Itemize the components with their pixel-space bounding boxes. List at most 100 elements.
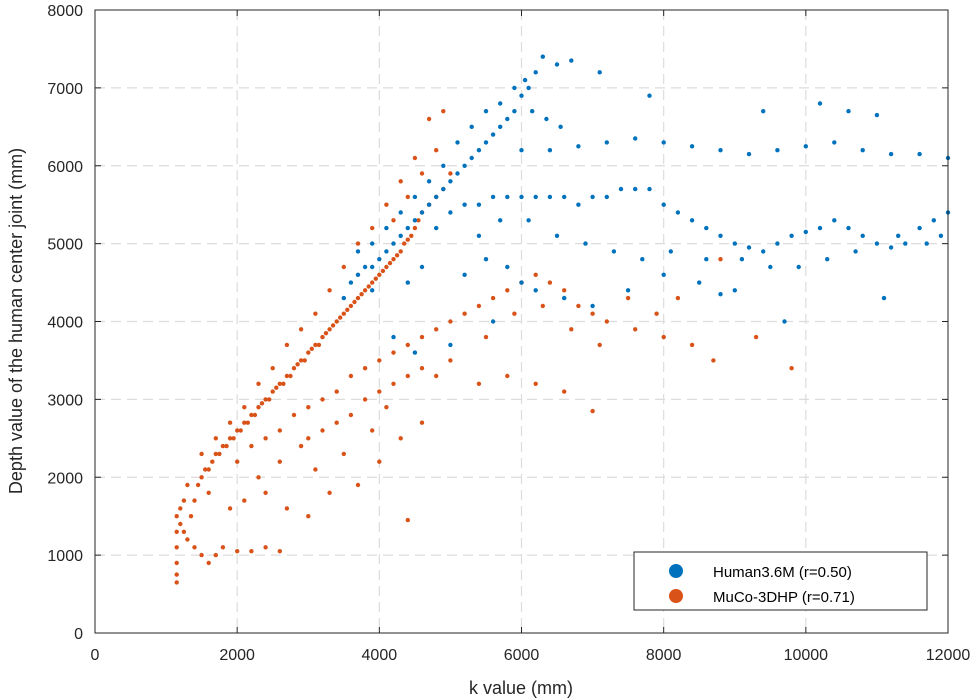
data-point bbox=[302, 358, 307, 363]
data-point bbox=[348, 280, 354, 285]
data-point bbox=[462, 202, 467, 207]
data-point bbox=[377, 389, 382, 394]
data-point bbox=[888, 245, 894, 250]
data-point bbox=[370, 428, 375, 433]
data-point bbox=[185, 482, 190, 488]
data-point bbox=[263, 436, 268, 441]
data-point bbox=[803, 144, 808, 149]
data-point bbox=[238, 428, 243, 433]
legend: Human3.6M (r=0.50) MuCo-3DHP (r=0.71) bbox=[633, 551, 928, 611]
data-point bbox=[426, 116, 432, 122]
data-point bbox=[227, 506, 233, 511]
data-point bbox=[334, 319, 339, 324]
data-point bbox=[242, 420, 247, 425]
legend-marker-muco3dhp bbox=[669, 589, 683, 603]
data-point bbox=[888, 151, 894, 157]
data-point bbox=[498, 101, 503, 106]
data-point bbox=[434, 225, 439, 231]
data-point bbox=[370, 241, 375, 246]
data-point bbox=[419, 366, 425, 371]
data-point bbox=[569, 327, 574, 332]
data-point bbox=[263, 545, 268, 550]
data-point bbox=[377, 459, 382, 464]
data-point bbox=[391, 218, 396, 223]
data-point bbox=[188, 514, 194, 519]
data-point bbox=[576, 303, 581, 309]
data-point bbox=[611, 249, 617, 254]
data-point bbox=[419, 334, 425, 340]
data-point bbox=[604, 140, 609, 145]
data-point bbox=[498, 124, 503, 129]
data-point bbox=[519, 148, 524, 153]
data-point bbox=[490, 132, 496, 137]
data-point bbox=[313, 467, 318, 472]
data-point bbox=[370, 225, 375, 231]
data-point bbox=[533, 272, 538, 277]
data-point bbox=[355, 482, 361, 488]
data-point bbox=[348, 303, 354, 309]
y-tick-label: 5000 bbox=[47, 237, 83, 254]
data-point bbox=[330, 323, 336, 328]
data-point bbox=[633, 327, 638, 332]
data-point bbox=[267, 397, 272, 402]
data-point bbox=[753, 334, 759, 340]
data-point bbox=[298, 358, 304, 363]
data-point bbox=[562, 389, 567, 394]
data-point bbox=[384, 264, 389, 270]
data-point bbox=[661, 140, 666, 145]
data-point bbox=[373, 276, 378, 281]
data-point bbox=[192, 545, 197, 550]
data-point bbox=[227, 420, 233, 425]
y-tick-label: 3000 bbox=[47, 392, 83, 409]
data-point bbox=[739, 257, 745, 262]
data-point bbox=[505, 288, 510, 293]
data-point bbox=[405, 237, 410, 242]
data-point bbox=[590, 194, 595, 200]
data-point bbox=[359, 292, 364, 297]
data-point bbox=[391, 381, 396, 386]
data-point bbox=[295, 362, 300, 367]
data-point bbox=[224, 443, 229, 449]
data-point bbox=[718, 148, 723, 153]
data-point bbox=[547, 280, 553, 285]
data-point bbox=[252, 412, 258, 418]
data-point bbox=[512, 311, 517, 316]
data-point bbox=[348, 412, 354, 418]
data-point bbox=[263, 490, 268, 495]
data-point bbox=[654, 311, 659, 316]
data-point bbox=[291, 412, 297, 418]
data-point bbox=[384, 405, 389, 410]
data-point bbox=[558, 124, 563, 129]
data-point bbox=[306, 405, 311, 410]
data-point bbox=[412, 225, 418, 231]
data-point bbox=[462, 311, 467, 316]
data-point bbox=[597, 70, 602, 75]
data-point bbox=[483, 109, 489, 114]
x-tick-label: 8000 bbox=[646, 647, 682, 664]
data-point bbox=[249, 412, 254, 418]
data-point bbox=[775, 148, 780, 153]
data-point bbox=[533, 70, 538, 75]
y-tick-label: 6000 bbox=[47, 159, 83, 176]
data-point bbox=[562, 295, 567, 301]
data-point bbox=[334, 389, 339, 394]
data-point bbox=[789, 366, 794, 371]
data-point bbox=[860, 148, 865, 153]
data-point bbox=[320, 428, 325, 433]
y-tick-label: 8000 bbox=[47, 3, 83, 20]
data-point bbox=[412, 218, 418, 223]
data-point bbox=[761, 249, 766, 254]
data-point bbox=[377, 358, 382, 363]
data-point bbox=[412, 194, 418, 200]
data-point bbox=[199, 451, 204, 457]
data-point bbox=[306, 350, 311, 355]
legend-marker-human36m bbox=[669, 564, 683, 578]
data-point bbox=[441, 186, 446, 192]
data-point bbox=[746, 151, 752, 157]
data-point bbox=[384, 202, 389, 207]
data-point bbox=[554, 62, 560, 67]
data-point bbox=[206, 467, 211, 472]
data-point bbox=[469, 124, 474, 129]
data-point bbox=[398, 249, 403, 254]
data-point bbox=[203, 467, 208, 472]
